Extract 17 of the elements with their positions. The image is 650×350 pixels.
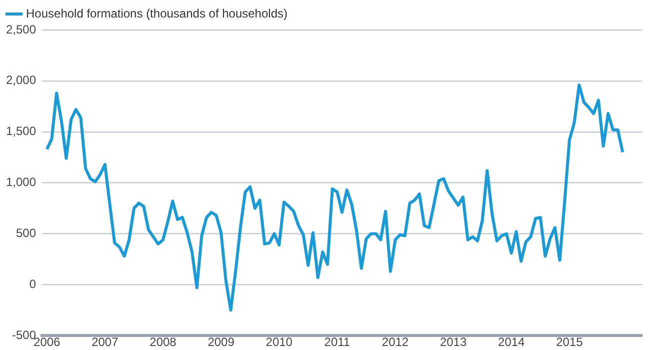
y-tick-label: 2,500 [6,22,36,36]
x-tick-label: 2013 [440,335,467,350]
x-tick-label: 2014 [498,335,526,350]
x-tick-label: 2007 [92,335,119,350]
x-tick-label: 2011 [324,335,350,350]
y-tick-label: 1,500 [6,124,36,138]
x-tick-label: 2015 [556,335,584,350]
legend-label: Household formations (thousands of households) [26,6,288,20]
y-tick-label: 1,000 [6,175,36,190]
x-tick-label: 2009 [208,335,235,350]
y-tick-label: 500 [16,226,36,240]
y-tick-label: 2,000 [6,73,36,88]
y-tick-label: -500 [12,328,36,342]
x-tick-label: 2008 [150,335,177,350]
x-tick-label: 2012 [382,335,409,350]
x-tick-label: 2010 [266,335,293,350]
y-tick-label: 0 [29,276,36,291]
